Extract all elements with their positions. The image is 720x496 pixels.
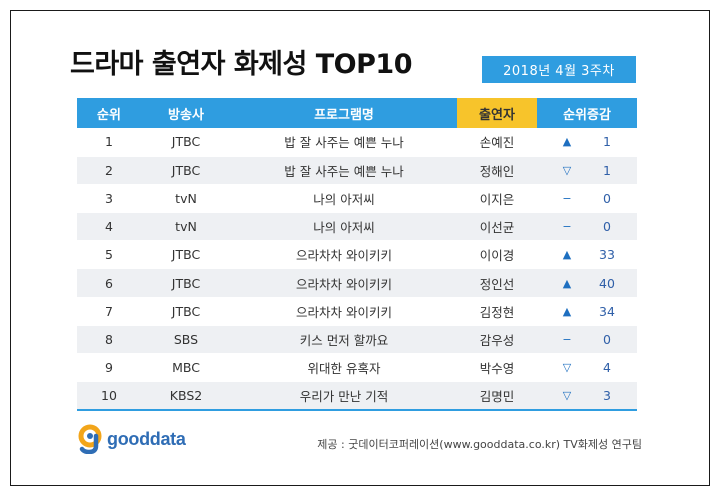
trend-up-icon: ▲: [562, 248, 572, 262]
trend-same-icon: −: [562, 191, 572, 205]
change-value: 34: [599, 303, 615, 319]
change-value: 1: [603, 134, 611, 150]
program-cell: 으라차차 와이키키: [231, 268, 457, 298]
network-cell: SBS: [141, 325, 231, 355]
logo-text: gooddata: [107, 428, 186, 449]
network-cell: JTBC: [141, 156, 231, 185]
cast-cell: 박수영: [457, 353, 537, 383]
change-value: 0: [603, 331, 611, 347]
change-cell: ▲ 40: [537, 268, 637, 298]
change-value: 0: [603, 219, 611, 235]
program-cell: 밥 잘 사주는 예쁜 누나: [231, 128, 457, 157]
table-row: 7 JTBC 으라차차 와이키키 김정현 ▲ 34: [77, 297, 637, 326]
trend-down-icon: ▽: [562, 163, 572, 177]
table-row: 10 KBS2 우리가 만난 기적 김명민 ▽ 3: [77, 381, 637, 411]
change-cell: ▲ 1: [537, 128, 637, 157]
cast-cell: 감우성: [457, 325, 537, 355]
table-row: 3 tvN 나의 아저씨 이지은 −0: [77, 184, 637, 214]
trend-down-icon: ▽: [562, 389, 572, 403]
change-value: 40: [599, 275, 615, 291]
change-cell: −0: [537, 184, 637, 214]
rank-cell: 7: [77, 297, 141, 326]
date-badge: 2018년 4월 3주차: [482, 56, 636, 83]
rank-cell: 5: [77, 240, 141, 270]
program-cell: 밥 잘 사주는 예쁜 누나: [231, 156, 457, 185]
table-header-row: 순위 방송사 프로그램명 출연자 순위증감: [77, 98, 637, 128]
ranking-table: 순위 방송사 프로그램명 출연자 순위증감 1 JTBC 밥 잘 사주는 예쁜 누나…: [77, 98, 637, 411]
header-program: 프로그램명: [231, 98, 457, 128]
page-title: 드라마 출연자 화제성 TOP10: [70, 49, 413, 80]
program-cell: 위대한 유혹자: [231, 353, 457, 383]
change-value: 4: [603, 360, 611, 376]
header-rank: 순위: [77, 98, 141, 128]
trend-down-icon: ▽: [562, 361, 572, 375]
cast-cell: 김명민: [457, 381, 537, 411]
trend-up-icon: ▲: [562, 276, 572, 290]
change-cell: −0: [537, 325, 637, 355]
cast-cell: 손예진: [457, 128, 537, 157]
header-network: 방송사: [141, 98, 231, 128]
table-row: 8 SBS 키스 먼저 할까요 감우성 −0: [77, 325, 637, 355]
program-cell: 으라차차 와이키키: [231, 297, 457, 326]
change-value: 33: [599, 247, 615, 263]
change-cell: ▲ 33: [537, 240, 637, 270]
cast-cell: 정해인: [457, 156, 537, 185]
cast-cell: 정인선: [457, 268, 537, 298]
rank-cell: 8: [77, 325, 141, 355]
change-value: 1: [603, 162, 611, 178]
rank-cell: 4: [77, 212, 141, 242]
trend-same-icon: −: [562, 220, 572, 234]
network-cell: JTBC: [141, 240, 231, 270]
rank-cell: 2: [77, 156, 141, 185]
change-cell: −0: [537, 212, 637, 242]
program-cell: 나의 아저씨: [231, 184, 457, 214]
source-credit: 제공 : 굿데이터코퍼레이션(www.gooddata.co.kr) TV화제성…: [317, 438, 642, 451]
table-row: 6 JTBC 으라차차 와이키키 정인선 ▲ 40: [77, 268, 637, 298]
cast-cell: 이이경: [457, 240, 537, 270]
table-row: 9 MBC 위대한 유혹자 박수영 ▽ 4: [77, 353, 637, 383]
rank-cell: 3: [77, 184, 141, 214]
program-cell: 키스 먼저 할까요: [231, 325, 457, 355]
cast-cell: 이지은: [457, 184, 537, 214]
cast-cell: 이선균: [457, 212, 537, 242]
program-cell: 우리가 만난 기적: [231, 381, 457, 411]
change-cell: ▽ 3: [537, 381, 637, 411]
change-cell: ▽ 4: [537, 353, 637, 383]
rank-cell: 6: [77, 268, 141, 298]
rank-cell: 9: [77, 353, 141, 383]
network-cell: JTBC: [141, 128, 231, 157]
network-cell: MBC: [141, 353, 231, 383]
program-cell: 으라차차 와이키키: [231, 240, 457, 270]
table-row: 1 JTBC 밥 잘 사주는 예쁜 누나 손예진 ▲ 1: [77, 128, 637, 157]
gooddata-logo-icon: [78, 424, 102, 454]
gooddata-logo: gooddata: [78, 424, 186, 454]
header-cast: 출연자: [457, 98, 537, 128]
header-change: 순위증감: [537, 98, 637, 128]
network-cell: KBS2: [141, 381, 231, 411]
table-row: 5 JTBC 으라차차 와이키키 이이경 ▲ 33: [77, 240, 637, 270]
trend-up-icon: ▲: [562, 304, 572, 318]
trend-same-icon: −: [562, 332, 572, 346]
network-cell: JTBC: [141, 297, 231, 326]
rank-cell: 1: [77, 128, 141, 157]
cast-cell: 김정현: [457, 297, 537, 326]
change-value: 0: [603, 190, 611, 206]
table-row: 2 JTBC 밥 잘 사주는 예쁜 누나 정해인 ▽ 1: [77, 156, 637, 185]
change-value: 3: [603, 388, 611, 404]
program-cell: 나의 아저씨: [231, 212, 457, 242]
change-cell: ▽ 1: [537, 156, 637, 185]
change-cell: ▲ 34: [537, 297, 637, 326]
rank-cell: 10: [77, 381, 141, 411]
table-row: 4 tvN 나의 아저씨 이선균 −0: [77, 212, 637, 242]
trend-up-icon: ▲: [562, 135, 572, 149]
network-cell: tvN: [141, 184, 231, 214]
network-cell: JTBC: [141, 268, 231, 298]
network-cell: tvN: [141, 212, 231, 242]
